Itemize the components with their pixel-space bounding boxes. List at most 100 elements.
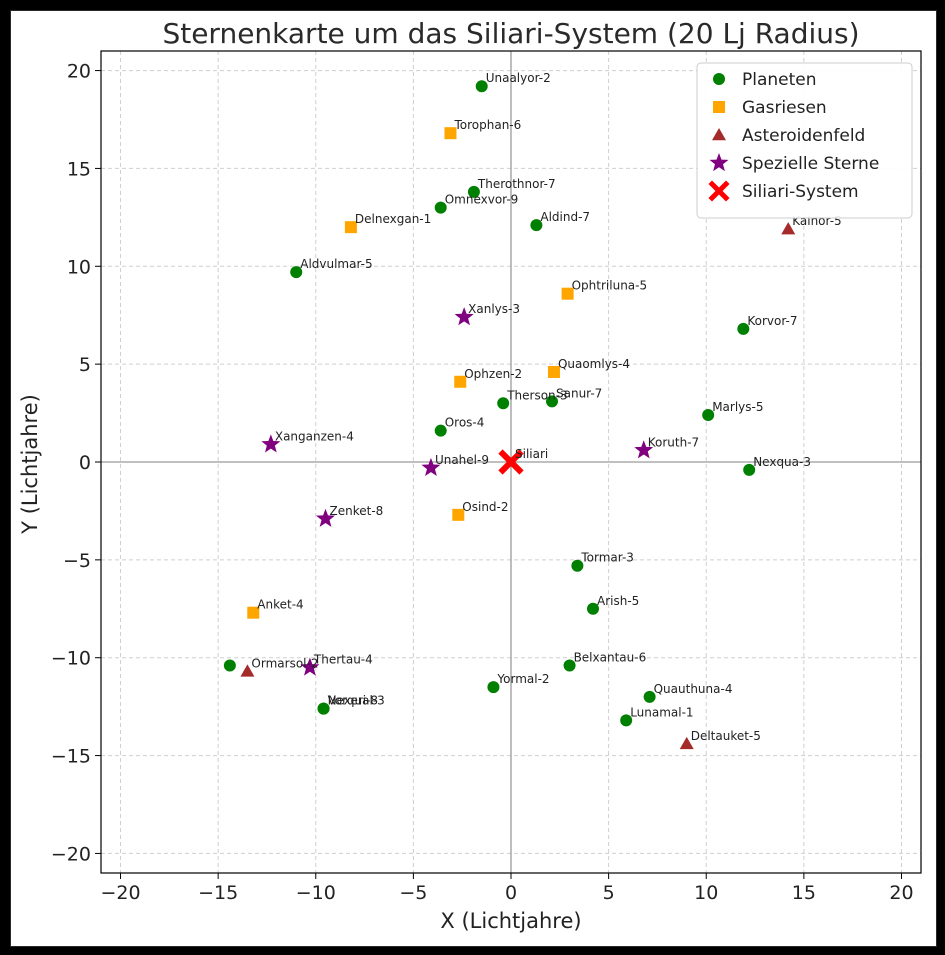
legend: Planeten Gasriesen Asteroidenfeld Spezielle… [696, 62, 913, 219]
y-tick-label: 0 [79, 452, 91, 474]
x-tick-label: 15 [792, 882, 816, 904]
legend-entry: Asteroidenfeld [742, 126, 865, 146]
point-label: Belxantau-6 [574, 651, 647, 665]
point-planet [434, 424, 447, 437]
point-label: Marlys-5 [712, 400, 763, 414]
point-label: Vorqual-3 [328, 694, 385, 708]
point-planet [743, 463, 756, 476]
point-planet [620, 714, 633, 727]
point-planet [571, 559, 584, 572]
point-star [300, 657, 320, 676]
point-label: Therson-3 [506, 388, 567, 402]
point-label: Quauthuna-4 [654, 682, 733, 696]
x-tick-label: 10 [694, 882, 718, 904]
point-label: Xanganzen-4 [275, 429, 354, 443]
y-tick-label: 20 [67, 61, 91, 83]
x-tick-label: 20 [889, 882, 913, 904]
scatter-chart: Sternenkarte um das Siliari-System (20 L… [18, 17, 922, 933]
point-gas [444, 127, 457, 140]
point-asteroid [781, 222, 796, 235]
legend-marker-home-stroke-b [708, 180, 730, 202]
point-star [421, 457, 441, 476]
point-planet [587, 602, 599, 615]
legend-entry: Siliari-System [742, 182, 859, 202]
point-label: Osind-2 [462, 500, 508, 514]
point-label: Thertau-4 [313, 653, 373, 667]
point-home-stroke-b [498, 449, 524, 475]
x-tick-label: −5 [399, 882, 427, 904]
point-gas [547, 365, 560, 378]
point-star [316, 508, 336, 527]
legend-marker-home [708, 180, 730, 202]
chart-title: Sternenkarte um das Siliari-System (20 L… [162, 17, 859, 50]
point-label: Torophan-6 [453, 118, 521, 132]
point-label: Omnexvor-9 [445, 193, 519, 207]
x-axis-label: X (Lichtjahre) [440, 909, 581, 933]
point-planet [317, 702, 330, 715]
point-label: Unaalyor-2 [486, 71, 551, 85]
x-tick-label: 0 [505, 882, 517, 904]
legend-marker-planet [713, 73, 725, 85]
point-star [261, 434, 281, 453]
point-planet [487, 681, 500, 694]
point-label: Deltauket-5 [691, 729, 761, 743]
point-planet [434, 201, 447, 214]
legend-marker-star [709, 153, 729, 172]
point-label: Yormal-2 [496, 672, 549, 686]
point-planet [643, 690, 656, 703]
point-label: Lunamal-1 [630, 705, 693, 719]
point-label: Anket-4 [257, 598, 303, 612]
point-asteroid [240, 664, 255, 677]
point-label: Sanur-7 [556, 386, 602, 400]
point-label: Aldind-7 [540, 210, 590, 224]
point-label: Siliari [515, 447, 548, 461]
point-planet [290, 266, 303, 279]
point-planet [467, 185, 480, 198]
point-planet [223, 659, 236, 672]
y-tick-label: −10 [51, 648, 91, 670]
point-label: Xanlys-3 [468, 302, 520, 316]
point-label: Unahel-9 [435, 453, 489, 467]
y-tick-label: 5 [79, 354, 91, 376]
point-label: Therothnor-7 [477, 177, 556, 191]
point-label: Aldvulmar-5 [300, 257, 372, 271]
point-home [498, 449, 524, 475]
point-label: Ophzen-2 [464, 367, 522, 381]
plot-border [100, 50, 922, 874]
point-planet [563, 659, 576, 672]
point-star [634, 440, 654, 459]
point-label: Nexeri-8 [328, 694, 379, 708]
x-tick-label: −15 [198, 882, 238, 904]
point-label: Delnexgan-1 [355, 212, 431, 226]
y-tick-label: −15 [51, 746, 91, 768]
point-label: Korvor-7 [747, 314, 797, 328]
point-label: Ophtriluna-5 [572, 279, 648, 293]
chart-frame: Sternenkarte um das Siliari-System (20 L… [10, 10, 937, 947]
legend-marker-gas [713, 101, 725, 113]
y-tick-label: −5 [63, 550, 91, 572]
y-tick-label: 15 [67, 158, 91, 180]
y-tick-label: 10 [67, 256, 91, 278]
legend-entry: Spezielle Sterne [742, 154, 879, 174]
point-planet [702, 409, 715, 422]
point-planet [530, 219, 543, 232]
point-label: Koruth-7 [648, 435, 699, 449]
legend-marker-asteroid [712, 128, 726, 141]
point-planet [475, 80, 488, 93]
data-points [223, 80, 796, 750]
point-label: Oros-4 [445, 416, 485, 430]
tick-labels: −20 −15 −10 −5 0 5 10 15 20 −20 −15 −10 −5 0 5 10 15 20 [51, 61, 914, 904]
point-planet [546, 395, 558, 408]
point-label: Tormar-3 [580, 551, 634, 565]
legend-box [696, 62, 913, 219]
point-label: Arish-5 [597, 594, 639, 608]
x-tick-label: −20 [100, 882, 140, 904]
point-label: Ormarsol-2 [251, 656, 318, 670]
point-gas [452, 508, 465, 521]
point-gas [344, 221, 357, 234]
y-tick-label: −20 [51, 843, 91, 865]
point-planet [497, 397, 510, 410]
point-gas [247, 606, 260, 619]
x-tick-label: −10 [296, 882, 336, 904]
legend-entry: Gasriesen [742, 98, 827, 118]
